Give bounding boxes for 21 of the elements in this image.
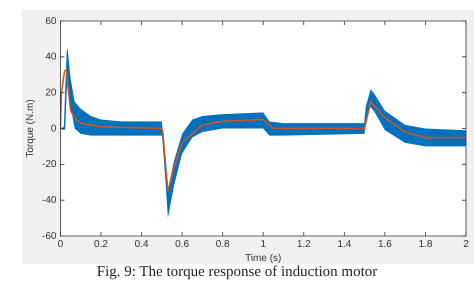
x-tick-label: 0.2 xyxy=(94,238,108,250)
y-tick-label: -40 xyxy=(42,194,57,206)
x-tick-label: 1.4 xyxy=(337,238,352,250)
y-tick-label: 20 xyxy=(45,87,57,98)
x-tick-label: 0 xyxy=(58,238,64,250)
y-tick-label: 60 xyxy=(45,16,57,27)
y-tick-label: -20 xyxy=(42,159,57,170)
x-tick-label: 1.8 xyxy=(418,238,433,250)
y-tick-label: 0 xyxy=(50,123,57,134)
x-tick-label: 2 xyxy=(463,238,470,250)
y-tick-label: 40 xyxy=(45,52,57,63)
x-tick-label: 1 xyxy=(260,238,266,250)
x-tick-label: 0.6 xyxy=(175,238,190,250)
x-axis-title: Time (s) xyxy=(245,252,282,264)
x-tick-label: 1.6 xyxy=(378,238,392,250)
y-axis-title: Torque (N.m) xyxy=(24,99,36,158)
caption: Fig. 9: The torque response of induction motor xyxy=(96,264,378,281)
y-tick-label: -60 xyxy=(42,230,57,242)
x-tick-label: 0.4 xyxy=(134,238,149,250)
x-tick-label: 0.8 xyxy=(216,238,230,250)
x-tick-label: 1.2 xyxy=(296,238,312,250)
